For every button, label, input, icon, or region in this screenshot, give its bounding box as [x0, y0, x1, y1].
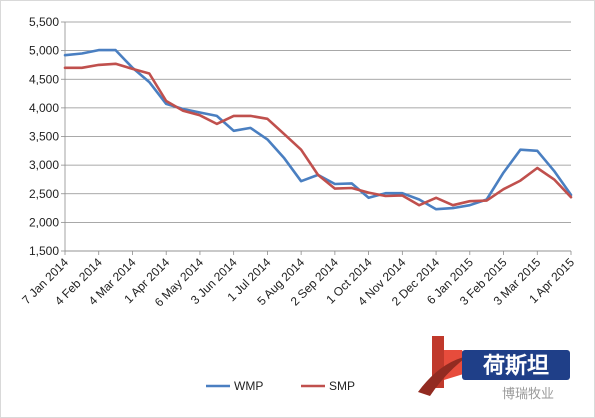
series-lines — [63, 48, 573, 211]
y-tick-label: 2,500 — [29, 187, 59, 201]
y-axis: 1,500 2,000 2,500 3,000 3,500 4,000 4,500 5,000… — [29, 15, 66, 258]
y-gridlines — [65, 21, 571, 252]
y-tick-label: 5,500 — [29, 15, 59, 29]
logo-subtext: 博瑞牧业 — [502, 387, 554, 402]
y-tick-label: 1,500 — [29, 244, 59, 258]
y-tick-label: 3,000 — [29, 158, 59, 172]
logo-curve — [418, 356, 468, 396]
y-tick-label: 4,000 — [29, 101, 59, 115]
y-tick-label: 2,000 — [29, 215, 59, 229]
logo-box — [462, 350, 570, 380]
legend: WMP SMP — [206, 379, 355, 393]
logo-text: 荷斯坦 — [483, 353, 549, 379]
y-tick-label: 5,000 — [29, 44, 59, 58]
y-tick-label: 4,500 — [29, 72, 59, 86]
series-line-smp — [63, 62, 573, 207]
y-tick-label: 3,500 — [29, 130, 59, 144]
legend-label-wmp: WMP — [234, 379, 263, 393]
series-line-wmp — [63, 48, 573, 211]
legend-label-smp: SMP — [329, 379, 355, 393]
